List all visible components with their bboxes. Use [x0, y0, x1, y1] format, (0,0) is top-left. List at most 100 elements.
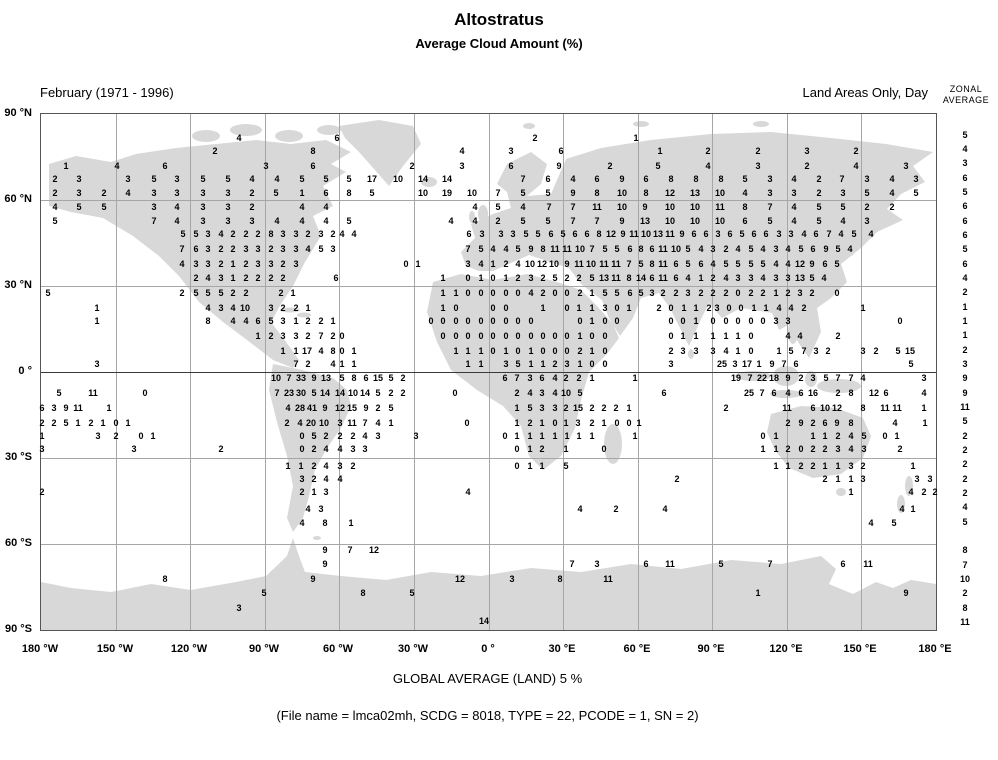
- cell-value: 1: [576, 303, 582, 313]
- cell-value: 0: [453, 303, 459, 313]
- cell-value: 1: [440, 303, 446, 313]
- cell-value: 5: [589, 273, 595, 283]
- cell-value: 0: [564, 331, 570, 341]
- cell-value: 1: [563, 418, 569, 428]
- cell-value: 1: [563, 444, 569, 454]
- lon-tick-label: 30 °W: [397, 643, 429, 655]
- cell-value: 1: [848, 474, 854, 484]
- cell-value: 3: [813, 346, 819, 356]
- cell-value: 5: [560, 229, 566, 239]
- cell-value: 15: [572, 403, 584, 413]
- cell-value: 1: [848, 487, 854, 497]
- cell-value: 2: [311, 474, 317, 484]
- cell-value: 13: [598, 273, 610, 283]
- cell-value: 0: [478, 288, 484, 298]
- cell-value: 7: [495, 188, 501, 198]
- cell-value: 1: [760, 444, 766, 454]
- cell-value: 2: [179, 288, 185, 298]
- cell-value: 2: [113, 431, 119, 441]
- cell-value: 8: [643, 188, 649, 198]
- cell-value: 9: [570, 188, 576, 198]
- cell-value: 5: [655, 161, 661, 171]
- cell-value: 0: [465, 288, 471, 298]
- cell-value: 1: [351, 359, 357, 369]
- cell-value: 1: [478, 273, 484, 283]
- cell-value: 1: [773, 431, 779, 441]
- cell-value: 6: [813, 229, 819, 239]
- cell-value: 2: [409, 161, 415, 171]
- cell-value: 4: [791, 216, 797, 226]
- cell-value: 7: [514, 373, 520, 383]
- cell-value: 1: [589, 431, 595, 441]
- cell-value: 1: [564, 431, 570, 441]
- cell-value: 2: [330, 331, 336, 341]
- cell-value: 4: [299, 202, 305, 212]
- cell-value: 9: [322, 403, 328, 413]
- cell-value: 1: [514, 418, 520, 428]
- cell-value: 8: [540, 244, 546, 254]
- cell-value: 6: [508, 161, 514, 171]
- cell-value: 2: [810, 418, 816, 428]
- cell-value: 5: [299, 174, 305, 184]
- cell-value: 11: [347, 418, 357, 428]
- cell-value: 3: [776, 229, 782, 239]
- cell-value: 6: [584, 229, 590, 239]
- cell-value: 2: [835, 431, 841, 441]
- cell-value: 4: [465, 487, 471, 497]
- zonal-average-value: 2: [962, 445, 968, 455]
- cell-value: 2: [723, 403, 729, 413]
- cell-value: 2: [710, 288, 716, 298]
- cell-value: 0: [490, 303, 496, 313]
- cell-value: 2: [318, 316, 324, 326]
- cell-value: 11: [599, 259, 609, 269]
- cell-value: 3: [236, 603, 242, 613]
- grid-line-horizontal: [41, 458, 936, 459]
- cell-value: 5: [735, 259, 741, 269]
- cell-value: 3: [649, 288, 655, 298]
- cell-value: 5: [895, 346, 901, 356]
- cell-value: 7: [570, 202, 576, 212]
- landmass-south-america: [269, 364, 351, 532]
- cell-value: 1: [636, 418, 642, 428]
- cell-value: 1: [681, 303, 687, 313]
- cell-value: 1: [735, 346, 741, 356]
- cell-value: 30: [295, 388, 307, 398]
- cell-value: 0: [515, 346, 521, 356]
- cell-value: 4: [515, 259, 521, 269]
- cell-value: 1: [298, 461, 304, 471]
- cell-value: 2: [853, 146, 859, 156]
- cell-value: 2: [39, 418, 45, 428]
- cell-value: 2: [816, 188, 822, 198]
- cell-value: 0: [614, 418, 620, 428]
- cell-value: 4: [478, 259, 484, 269]
- cell-value: 14: [319, 388, 331, 398]
- zonal-average-value: 6: [962, 230, 968, 240]
- cell-value: 0: [514, 444, 520, 454]
- cell-value: 2: [218, 259, 224, 269]
- cell-value: 0: [626, 418, 632, 428]
- cell-value: 7: [546, 202, 552, 212]
- cell-value: 1: [388, 418, 394, 428]
- cell-value: 3: [362, 444, 368, 454]
- cell-value: 10: [714, 188, 726, 198]
- cell-value: 4: [490, 244, 496, 254]
- cell-value: 5: [545, 188, 551, 198]
- cell-value: 5: [375, 388, 381, 398]
- zonal-average-value: 2: [962, 345, 968, 355]
- cell-value: 0: [738, 303, 744, 313]
- cell-value: 6: [661, 388, 667, 398]
- cell-value: 2: [293, 303, 299, 313]
- cell-value: 8: [360, 588, 366, 598]
- cell-value: 3: [539, 388, 545, 398]
- cell-value: 4: [174, 202, 180, 212]
- cell-value: 6: [627, 288, 633, 298]
- cell-value: 4: [847, 244, 853, 254]
- cell-value: 1: [657, 146, 663, 156]
- cell-value: 0: [735, 288, 741, 298]
- cell-value: 4: [351, 229, 357, 239]
- cell-value: 4: [323, 474, 329, 484]
- cell-value: 8: [310, 146, 316, 156]
- cell-value: 3: [205, 229, 211, 239]
- lat-tick-label: 60 °N: [4, 193, 32, 205]
